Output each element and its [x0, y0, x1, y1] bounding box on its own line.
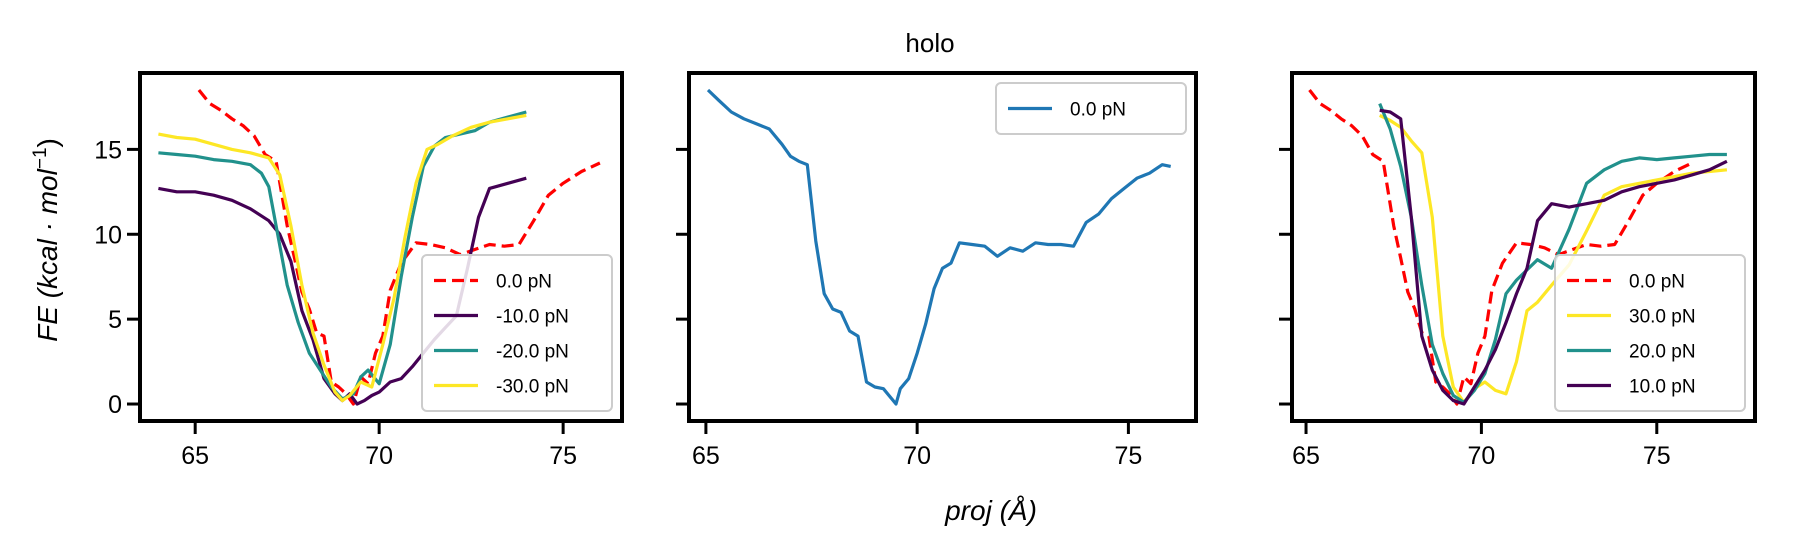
- x-tick-label: 65: [181, 442, 209, 470]
- x-tick-label: 70: [365, 442, 393, 470]
- legend-label: 30.0 pN: [1629, 307, 1696, 328]
- legend: 0.0 pN -10.0 pN -20.0 pN -30.0 pN: [421, 254, 613, 412]
- panel-left: 65 70 75 0 5 10 15 0.0 pN -10.0 pN -20.0 pN -30.0 …: [94, 71, 624, 470]
- x-tick-label: 75: [1114, 442, 1142, 470]
- axes-frame: [687, 71, 1198, 423]
- x-tick-label: 75: [549, 442, 577, 470]
- x-tick-label: 70: [903, 442, 931, 470]
- panel-right: 65 70 75 0.0 pN 30.0 pN 20.0 pN 10.0 pN: [1279, 71, 1757, 470]
- series-line: [158, 113, 527, 403]
- legend-label: -20.0 pN: [496, 342, 569, 363]
- y-tick-label: 0: [108, 391, 122, 419]
- x-tick-label: 65: [1292, 442, 1320, 470]
- legend-label: 0.0 pN: [496, 272, 552, 293]
- series-line: [1379, 113, 1728, 404]
- series-group: [706, 88, 1172, 406]
- legend-label: -10.0 pN: [496, 307, 569, 328]
- legend-label: 10.0 pN: [1629, 377, 1696, 398]
- x-tick-label: 70: [1468, 442, 1496, 470]
- y-axis-title-close: ): [32, 138, 63, 147]
- x-tick-label: 65: [692, 442, 720, 470]
- series-line: [1378, 102, 1727, 404]
- legend-box: [995, 82, 1187, 135]
- y-axis-title-exponent: −1: [30, 147, 51, 169]
- legend-label: 20.0 pN: [1629, 342, 1696, 363]
- legend-label: -30.0 pN: [496, 377, 569, 398]
- legend: 0.0 pN 30.0 pN 20.0 pN 10.0 pN: [1554, 254, 1746, 412]
- legend-box: [421, 254, 613, 412]
- legend-label: 0.0 pN: [1629, 272, 1685, 293]
- legend-box: [1554, 254, 1746, 412]
- series-group: [1308, 89, 1728, 406]
- x-axis-title: proj (Å): [944, 495, 1037, 526]
- series-line: [1379, 108, 1728, 406]
- axes-frame: [138, 71, 624, 423]
- legend: 0.0 pN: [995, 82, 1187, 135]
- series-line: [706, 88, 1172, 406]
- panel-middle: 65 70 75 0.0 pN: [676, 71, 1198, 470]
- axes-frame: [1290, 71, 1757, 423]
- figure-title: holo: [905, 28, 954, 58]
- y-axis-title-main: FE (kcal · mol: [32, 168, 63, 341]
- x-tick-label: 75: [1643, 442, 1671, 470]
- series-line: [1308, 89, 1693, 406]
- y-tick-label: 5: [108, 306, 122, 334]
- panels: 65 70 75 0 5 10 15 0.0 pN -10.0 pN -20.0 pN -30.0 …: [94, 71, 1757, 470]
- y-tick-label: 10: [94, 221, 122, 249]
- y-tick-label: 15: [94, 136, 122, 164]
- y-axis-title: FE (kcal · mol−1): [30, 138, 63, 342]
- legend-label: 0.0 pN: [1070, 100, 1126, 121]
